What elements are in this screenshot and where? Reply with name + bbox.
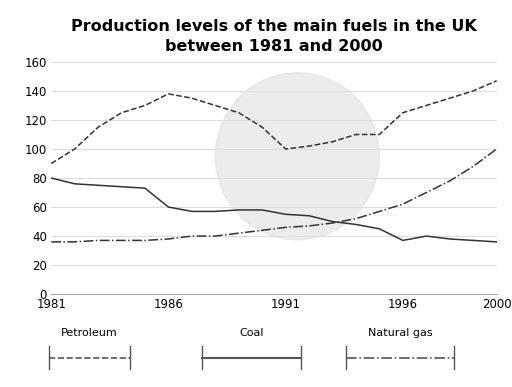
Text: Coal: Coal xyxy=(239,329,264,339)
Text: Petroleum: Petroleum xyxy=(61,329,118,339)
Text: Natural gas: Natural gas xyxy=(368,329,433,339)
FancyBboxPatch shape xyxy=(13,315,499,382)
Ellipse shape xyxy=(216,73,379,240)
Title: Production levels of the main fuels in the UK
between 1981 and 2000: Production levels of the main fuels in t… xyxy=(71,19,477,54)
